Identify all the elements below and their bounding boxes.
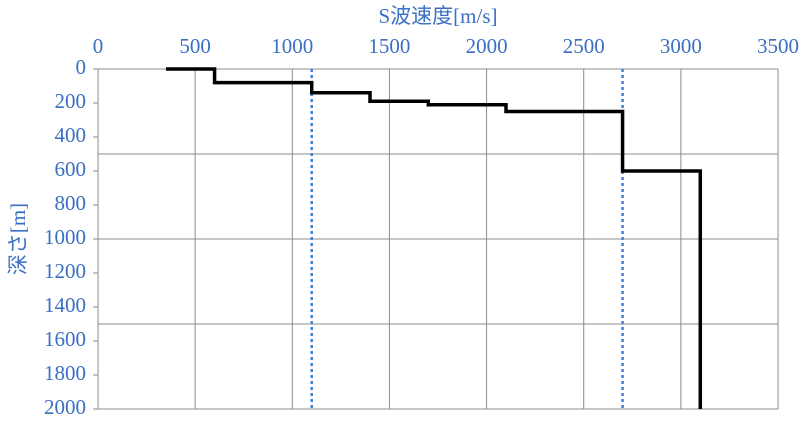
x-tick-label: 2000 (466, 34, 508, 58)
x-tick-label: 3000 (660, 34, 702, 58)
x-tick-label: 500 (179, 34, 211, 58)
y-tick-label: 1200 (44, 259, 86, 283)
y-axis-label: 深さ[m] (6, 203, 30, 275)
chart-title: S波速度[m/s] (378, 4, 497, 28)
y-tick-label: 1400 (44, 293, 86, 317)
y-tick-label: 800 (55, 191, 87, 215)
x-tick-label: 1500 (368, 34, 410, 58)
x-tick-label: 2500 (563, 34, 605, 58)
y-tick-label: 1000 (44, 225, 86, 249)
y-tick-label: 400 (55, 123, 87, 147)
y-tick-label: 600 (55, 157, 87, 181)
x-tick-label: 3500 (757, 34, 799, 58)
data-line (166, 67, 703, 409)
y-tick-label: 200 (55, 89, 87, 113)
x-tick-label: 1000 (271, 34, 313, 58)
y-tick-label: 0 (76, 55, 87, 79)
y-tick-label: 2000 (44, 395, 86, 419)
y-tick-label: 1800 (44, 361, 86, 385)
x-tick-label: 0 (93, 34, 104, 58)
y-tick-label: 1600 (44, 327, 86, 351)
